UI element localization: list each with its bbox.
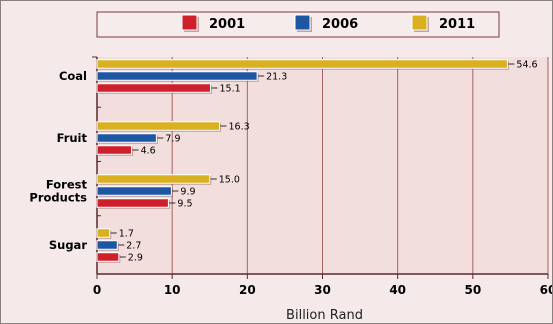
bar-2011-sugar xyxy=(96,228,111,238)
legend-label-2001: 2001 xyxy=(209,17,245,32)
x-tick-label: 10 xyxy=(164,283,181,297)
data-label: 15.0 xyxy=(219,175,240,186)
category-label: Sugar xyxy=(49,238,87,252)
category-label: Products xyxy=(29,191,87,205)
bar-2006-sugar xyxy=(96,240,118,250)
x-tick-label: 40 xyxy=(389,283,406,297)
category-label: Coal xyxy=(59,69,87,83)
x-tick-label: 30 xyxy=(314,283,331,297)
bar-2001-sugar xyxy=(96,252,120,262)
x-axis-label: Billion Rand xyxy=(286,308,363,323)
x-tick-label: 50 xyxy=(464,283,481,297)
category-label: Fruit xyxy=(57,131,88,145)
legend-swatch-2011 xyxy=(411,14,428,31)
bar-2006-coal xyxy=(96,71,258,81)
x-tick-label: 20 xyxy=(239,283,256,297)
data-label: 2.7 xyxy=(126,241,141,252)
data-label: 4.6 xyxy=(141,146,156,157)
data-label: 1.7 xyxy=(119,229,134,240)
legend-label-2006: 2006 xyxy=(322,17,358,32)
legend-swatch-2001 xyxy=(181,14,198,31)
x-tick-label: 60 xyxy=(540,283,553,297)
data-label: 7.9 xyxy=(165,134,180,145)
data-label: 2.9 xyxy=(128,253,143,264)
data-label: 9.5 xyxy=(177,199,192,210)
bar-2001-fruit xyxy=(96,145,133,155)
data-label: 54.6 xyxy=(516,60,537,71)
legend-label-2011: 2011 xyxy=(439,17,475,32)
bar-2006-forest-products xyxy=(96,186,172,196)
bar-2011-forest-products xyxy=(96,174,211,184)
bar-2011-coal xyxy=(96,59,508,69)
x-tick-label: 0 xyxy=(93,283,101,297)
data-label: 16.3 xyxy=(229,122,250,133)
bar-2001-forest-products xyxy=(96,198,169,208)
bar-2001-coal xyxy=(96,83,212,93)
category-label: Forest xyxy=(46,178,88,192)
data-label: 21.3 xyxy=(266,72,287,83)
bar-2011-fruit xyxy=(96,121,221,131)
legend-swatch-2006 xyxy=(294,14,311,31)
data-label: 9.9 xyxy=(180,187,195,198)
data-label: 15.1 xyxy=(220,84,241,95)
bar-2006-fruit xyxy=(96,133,157,143)
